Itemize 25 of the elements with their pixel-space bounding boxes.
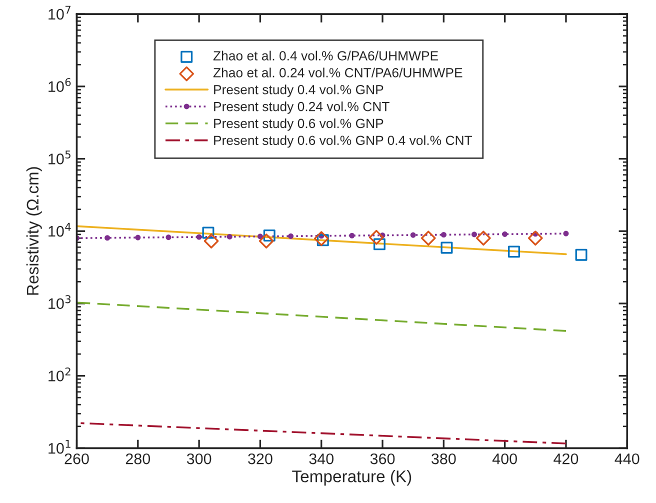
legend-label: Present study 0.24 vol.% CNT — [214, 102, 390, 114]
y-tick-label: 10$^{6}$ — [48, 78, 71, 92]
y-axis-title: Resistivity (Ω.cm) — [26, 167, 42, 295]
legend-label: Present study 0.6 vol.% GNP — [214, 118, 384, 131]
y-tick-label: 10$^{4}$ — [48, 222, 71, 237]
x-tick-label: 340 — [309, 453, 334, 464]
x-tick-label: 420 — [554, 453, 578, 464]
x-tick-label: 440 — [614, 453, 640, 464]
x-tick-label: 280 — [126, 453, 150, 464]
legend-label: Zhao et al. 0.24 vol.% CNT/PA6/UHMWPE — [213, 68, 462, 78]
y-tick-label: 10$^{7}$ — [48, 6, 70, 20]
x-tick-label: 380 — [432, 453, 456, 464]
x-axis-title: Temperature (K) — [292, 470, 412, 486]
x-tick-label: 300 — [186, 453, 212, 464]
legend-label: Present study 0.4 vol.% GNP — [214, 84, 384, 97]
y-tick-label: 10$^{3}$ — [48, 295, 71, 310]
y-tick-label: 10$^{5}$ — [48, 150, 70, 164]
legend-label: Present study 0.6 vol.% GNP 0.4 vol.% CNT — [214, 135, 472, 148]
x-tick-label: 260 — [64, 453, 89, 464]
x-tick-label: 400 — [492, 453, 517, 464]
x-tick-label: 360 — [370, 453, 395, 464]
legend-label: Zhao et al. 0.4 vol.% G/PA6/UHMWPE — [213, 50, 438, 60]
y-tick-label: 10$^{1}$ — [48, 440, 70, 454]
x-tick-label: 320 — [248, 453, 272, 464]
y-tick-label: 10$^{2}$ — [48, 367, 70, 382]
